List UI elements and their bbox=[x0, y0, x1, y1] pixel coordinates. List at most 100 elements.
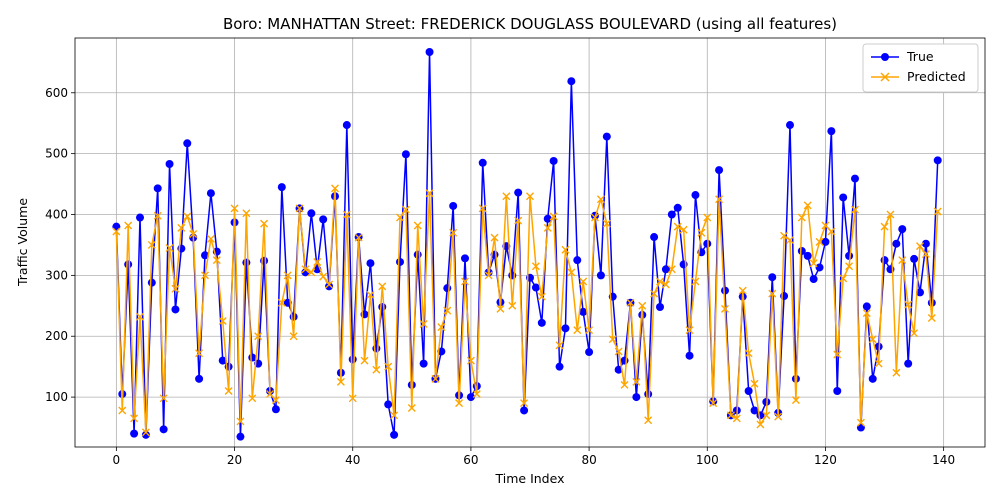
data-point-predicted bbox=[431, 374, 440, 383]
data-point-predicted bbox=[218, 317, 227, 326]
data-point-predicted bbox=[821, 221, 830, 230]
data-point-true bbox=[602, 132, 611, 141]
data-point-true bbox=[827, 127, 836, 136]
legend-label-predicted: Predicted bbox=[907, 69, 966, 84]
data-point-predicted bbox=[301, 265, 310, 274]
data-point-true bbox=[159, 425, 168, 434]
data-point-predicted bbox=[815, 237, 824, 246]
data-point-predicted bbox=[283, 271, 292, 280]
data-point-predicted bbox=[520, 399, 529, 408]
data-point-true bbox=[390, 430, 399, 439]
data-point-predicted bbox=[171, 284, 180, 293]
y-tick-label: 200 bbox=[45, 329, 68, 343]
data-point-true bbox=[797, 247, 806, 256]
data-point-predicted bbox=[673, 222, 682, 231]
data-point-predicted bbox=[425, 189, 434, 198]
data-point-true bbox=[833, 387, 842, 396]
data-point-predicted bbox=[401, 205, 410, 214]
data-point-true bbox=[644, 390, 653, 399]
data-point-predicted bbox=[868, 335, 877, 344]
data-point-predicted bbox=[472, 390, 481, 399]
data-point-predicted bbox=[342, 210, 351, 219]
data-point-predicted bbox=[644, 416, 653, 425]
data-point-predicted bbox=[892, 368, 901, 377]
data-point-predicted bbox=[189, 229, 198, 238]
data-point-predicted bbox=[112, 227, 121, 236]
data-point-true bbox=[466, 393, 475, 402]
data-point-true bbox=[449, 201, 458, 210]
data-point-true bbox=[851, 174, 859, 183]
data-point-true bbox=[632, 393, 641, 402]
chart-title: Boro: MANHATTAN Street: FREDERICK DOUGLA… bbox=[223, 15, 837, 33]
data-point-predicted bbox=[602, 219, 611, 228]
data-point-predicted bbox=[791, 396, 800, 405]
data-point-predicted bbox=[159, 394, 168, 403]
data-point-true bbox=[218, 356, 227, 365]
x-tick-label: 120 bbox=[814, 453, 837, 467]
data-point-true bbox=[401, 150, 410, 159]
data-point-predicted bbox=[443, 306, 452, 315]
data-point-predicted bbox=[331, 184, 339, 193]
legend-box bbox=[862, 43, 979, 93]
data-point-true bbox=[366, 259, 375, 268]
data-point-true bbox=[478, 158, 487, 167]
data-point-true bbox=[130, 429, 139, 438]
data-point-predicted bbox=[768, 289, 777, 298]
data-point-predicted bbox=[573, 326, 582, 335]
data-point-predicted bbox=[910, 329, 919, 338]
data-point-predicted bbox=[661, 280, 670, 289]
x-tick-label: 40 bbox=[345, 453, 360, 467]
data-point-predicted bbox=[372, 365, 381, 374]
data-point-predicted bbox=[236, 417, 245, 426]
y-axis: 100 200 300 400 500 600 bbox=[45, 86, 75, 404]
data-point-predicted bbox=[466, 356, 475, 365]
data-point-true bbox=[614, 365, 623, 374]
data-point-true bbox=[242, 258, 251, 267]
data-point-predicted bbox=[762, 411, 771, 420]
x-axis: 0 20 40 60 80 100 120 140 bbox=[113, 447, 955, 467]
data-point-true bbox=[910, 254, 919, 263]
data-point-true bbox=[573, 256, 582, 265]
data-point-predicted bbox=[295, 204, 304, 213]
data-point-predicted bbox=[691, 277, 700, 286]
data-point-true bbox=[815, 263, 824, 272]
data-point-true bbox=[620, 356, 629, 365]
data-point-predicted bbox=[260, 219, 269, 228]
data-point-true bbox=[183, 139, 192, 148]
data-point-predicted bbox=[851, 205, 859, 214]
data-point-true bbox=[520, 406, 529, 415]
data-point-predicted bbox=[195, 349, 204, 358]
data-point-predicted bbox=[620, 380, 629, 389]
data-point-predicted bbox=[921, 250, 930, 259]
data-point-predicted bbox=[390, 411, 399, 420]
data-point-predicted bbox=[502, 192, 511, 201]
series-layer bbox=[112, 48, 942, 441]
data-point-predicted bbox=[638, 301, 647, 310]
data-point-true bbox=[537, 318, 546, 327]
data-point-true bbox=[656, 303, 664, 312]
data-point-true bbox=[750, 406, 759, 415]
data-point-predicted bbox=[360, 356, 369, 365]
data-point-true bbox=[650, 233, 659, 242]
data-point-predicted bbox=[183, 212, 192, 221]
data-point-predicted bbox=[579, 277, 588, 286]
data-point-predicted bbox=[845, 262, 854, 271]
series-line-predicted bbox=[115, 187, 939, 434]
data-point-true bbox=[342, 121, 351, 130]
data-point-predicted bbox=[289, 332, 298, 341]
y-tick-label: 100 bbox=[45, 390, 68, 404]
data-point-true bbox=[703, 239, 712, 248]
data-point-predicted bbox=[596, 195, 605, 204]
data-point-predicted bbox=[496, 304, 505, 313]
legend: True Predicted bbox=[862, 43, 979, 93]
data-point-predicted bbox=[726, 411, 735, 420]
data-point-predicted bbox=[508, 301, 517, 310]
data-point-predicted bbox=[165, 243, 174, 252]
data-point-true bbox=[567, 77, 576, 86]
data-point-predicted bbox=[254, 332, 263, 341]
data-point-predicted bbox=[271, 396, 280, 405]
data-point-predicted bbox=[537, 292, 546, 301]
data-point-true bbox=[248, 353, 257, 362]
data-point-predicted bbox=[833, 350, 842, 359]
